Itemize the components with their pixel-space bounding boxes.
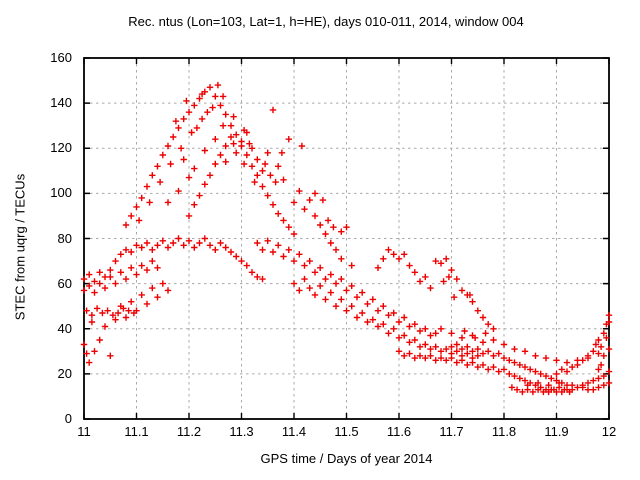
x-tick-label: 11.5 [334, 424, 359, 439]
x-tick-label: 11.2 [176, 424, 202, 439]
x-tick-label: 11.7 [439, 424, 464, 439]
x-tick-label: 11.3 [229, 424, 254, 439]
x-tick-label: 11 [77, 424, 91, 439]
y-tick-label: 20 [57, 365, 72, 381]
y-tick-label: 0 [64, 411, 72, 426]
x-tick-label: 11.1 [124, 424, 149, 439]
x-axis-label: GPS time / Days of year 2014 [260, 451, 433, 466]
x-tick-label: 11.8 [491, 424, 517, 439]
y-tick-label: 160 [50, 50, 72, 65]
y-tick-label: 40 [57, 320, 72, 336]
y-tick-label: 100 [50, 185, 72, 201]
plot-frame [83, 57, 610, 420]
x-tick-label: 11.6 [386, 424, 412, 439]
y-tick-label: 120 [50, 140, 72, 156]
x-tick-label: 12 [601, 424, 617, 439]
x-tick-label: 11.9 [544, 424, 569, 439]
y-tick-label: 60 [57, 275, 72, 291]
y-tick-label: 80 [57, 230, 72, 246]
scatter-points [80, 81, 613, 396]
y-tick-label: 140 [50, 95, 72, 111]
chart-title: Rec. ntus (Lon=103, Lat=1, h=HE), days 0… [128, 14, 524, 29]
x-tick-label: 11.4 [281, 424, 307, 439]
